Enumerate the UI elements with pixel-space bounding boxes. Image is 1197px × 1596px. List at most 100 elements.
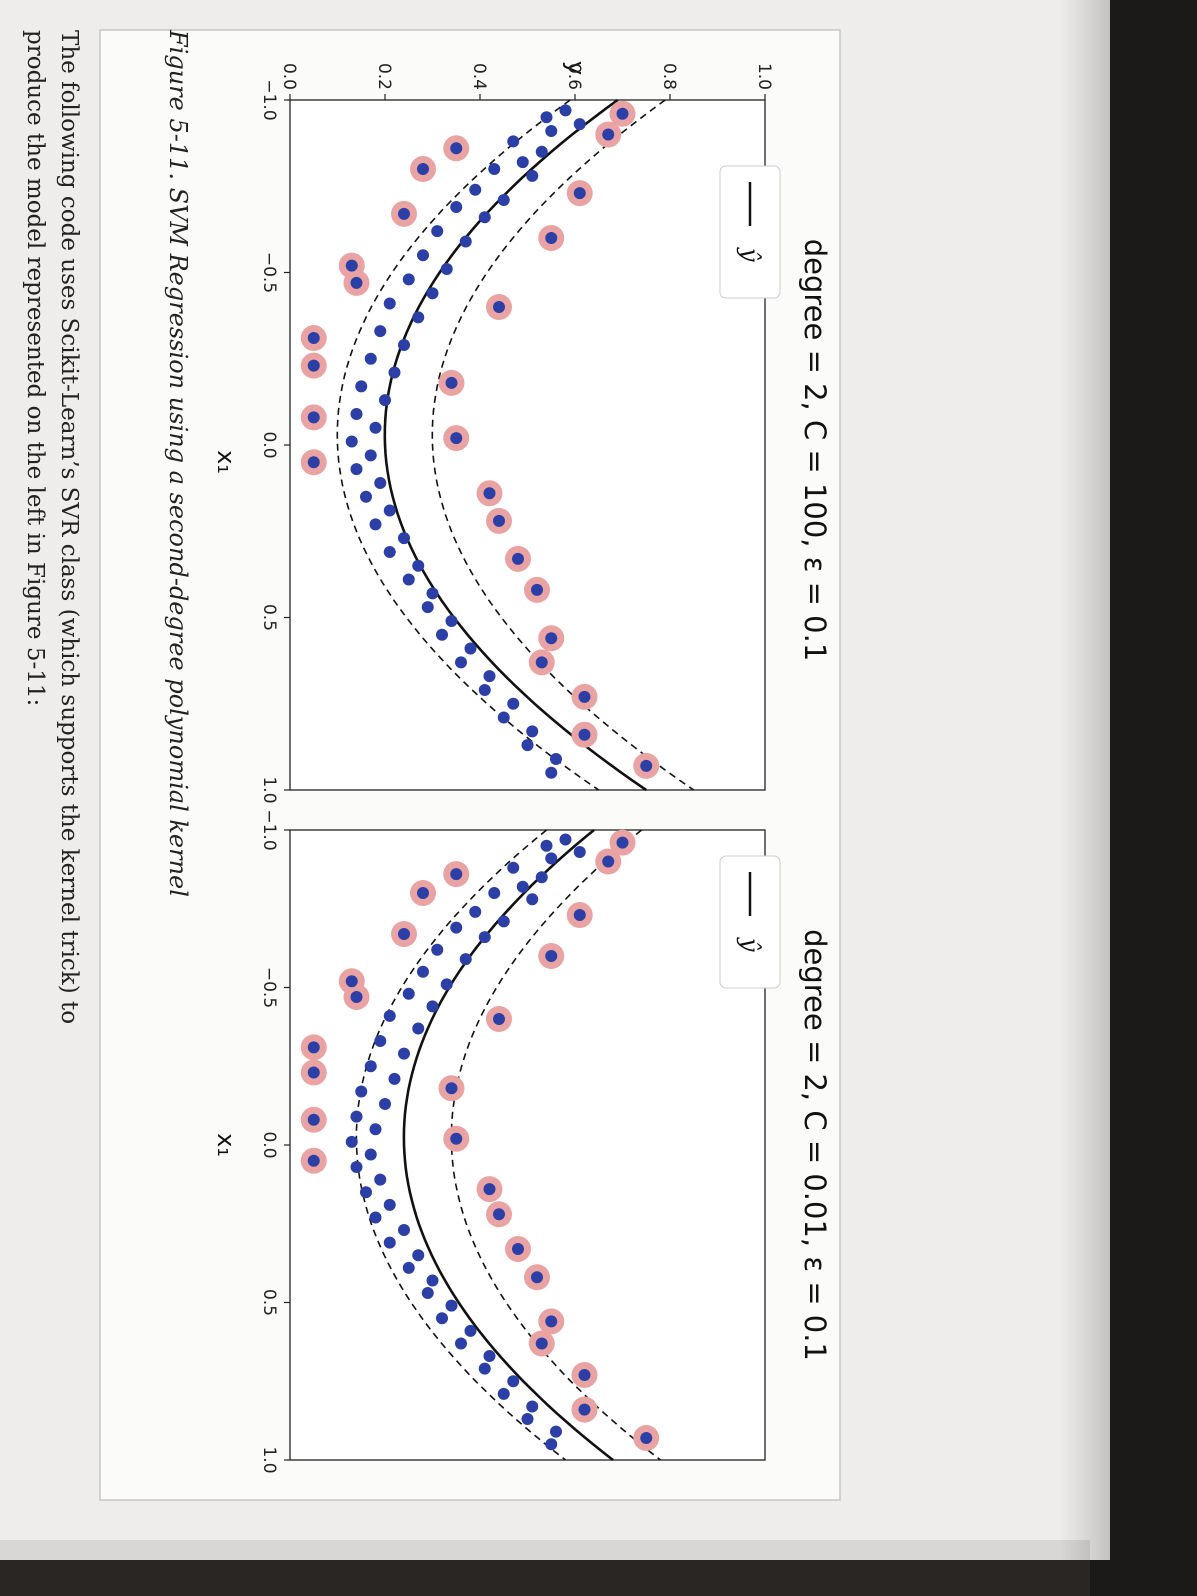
- left-data-point: [478, 683, 491, 696]
- right-data-point: [436, 1312, 448, 1325]
- right-xtick-label: 1.0: [259, 1446, 279, 1473]
- right-data-point: [535, 1337, 548, 1350]
- right-data-point: [412, 1249, 425, 1262]
- left-data-point: [369, 518, 382, 531]
- left-xtick-label: −1.0: [259, 79, 279, 120]
- right-data-point: [350, 990, 363, 1003]
- left-data-point: [383, 545, 396, 558]
- left-data-point: [507, 135, 520, 148]
- right-data-point: [383, 1198, 396, 1211]
- right-data-point: [383, 1236, 396, 1249]
- left-subplot-xlabel: x₁: [212, 450, 240, 474]
- left-data-point: [383, 297, 396, 310]
- right-data-point: [497, 915, 510, 928]
- left-data-point: [445, 614, 458, 627]
- left-data-point: [431, 225, 444, 238]
- left-data-point: [450, 142, 463, 155]
- left-data-point: [388, 366, 401, 379]
- left-data-point: [402, 273, 415, 286]
- book-page: degree = 2, C = 100, ε = 0.1 y x₁ ŷ −1.0…: [0, 0, 1110, 1560]
- right-data-point: [640, 1431, 653, 1444]
- left-lower-margin-line: [336, 99, 600, 791]
- right-data-point: [307, 1041, 320, 1054]
- right-data-point: [488, 887, 501, 899]
- left-data-point: [436, 628, 448, 641]
- left-xtick-label: 1.0: [259, 776, 279, 803]
- right-lower-margin-line: [355, 829, 566, 1461]
- right-subplot: degree = 2, C = 0.01, ε = 0.1 x₁ ŷ −1.0 −…: [212, 809, 832, 1473]
- right-data-point: [526, 1400, 539, 1413]
- right-data-point: [440, 978, 453, 991]
- right-data-point: [412, 1022, 425, 1035]
- left-data-point: [398, 207, 410, 220]
- left-data-point: [497, 194, 510, 207]
- left-data-point: [402, 573, 415, 586]
- left-data-point: [355, 380, 368, 393]
- right-data-point: [493, 1013, 505, 1025]
- right-data-point: [512, 1242, 524, 1255]
- right-data-point: [531, 1271, 543, 1284]
- left-data-point: [550, 752, 562, 765]
- right-data-point: [578, 1403, 591, 1416]
- left-data-point: [545, 232, 558, 244]
- left-xtick-label: 0.0: [259, 431, 279, 458]
- left-data-point: [459, 235, 472, 248]
- right-data-point: [445, 1299, 458, 1312]
- left-legend-label: ŷ: [736, 247, 764, 262]
- left-data-point: [478, 211, 491, 224]
- right-data-point: [417, 887, 429, 899]
- left-data-point: [379, 394, 391, 407]
- left-data-point: [364, 352, 377, 365]
- left-data-point: [507, 697, 520, 710]
- right-data-point: [450, 1132, 463, 1145]
- right-data-point: [469, 905, 482, 918]
- left-data-point: [464, 642, 477, 655]
- left-data-point: [412, 311, 425, 324]
- left-data-point: [455, 656, 467, 669]
- left-data-point: [616, 107, 629, 120]
- left-data-point: [383, 504, 396, 517]
- right-data-point: [417, 965, 429, 978]
- right-data-point: [402, 1261, 415, 1274]
- right-data-point: [383, 1009, 396, 1022]
- left-data-point: [364, 449, 377, 462]
- right-data-point: [426, 1274, 439, 1287]
- left-data-point: [345, 435, 358, 448]
- left-data-point: [412, 559, 425, 572]
- right-data-point: [497, 1387, 510, 1400]
- left-data-point: [483, 487, 496, 500]
- right-data-point: [445, 1082, 458, 1095]
- right-plot-area: [289, 829, 766, 1461]
- right-data-point: [364, 1148, 377, 1161]
- right-data-point: [602, 855, 615, 868]
- right-subplot-xlabel: x₁: [212, 1133, 240, 1157]
- right-data-point: [398, 1224, 410, 1237]
- right-data-point: [573, 909, 586, 922]
- right-data-point: [493, 1208, 505, 1221]
- left-data-point: [426, 587, 439, 600]
- right-data-point: [350, 1110, 363, 1123]
- right-data-point: [459, 953, 472, 966]
- left-ytick-label: 0.6: [564, 63, 584, 90]
- left-data-point: [417, 249, 429, 262]
- left-data-point: [545, 766, 558, 779]
- left-data-point: [350, 407, 363, 420]
- right-data-point: [478, 1362, 491, 1375]
- right-data-point: [526, 893, 539, 906]
- right-data-point: [478, 931, 491, 944]
- left-xtick-label: −0.5: [259, 252, 279, 293]
- right-data-point: [426, 1000, 439, 1013]
- left-ytick-label: 1.0: [754, 63, 774, 90]
- right-data-point: [350, 1161, 363, 1174]
- left-data-point: [345, 259, 358, 272]
- left-data-point: [307, 456, 320, 469]
- right-data-point: [360, 1186, 372, 1199]
- right-legend-label: ŷ: [736, 937, 764, 952]
- left-xtick-label: 0.5: [259, 604, 279, 631]
- right-data-point: [545, 1315, 558, 1328]
- right-data-point: [455, 1337, 467, 1350]
- figure-caption: Figure 5-11. SVM Regression using a seco…: [164, 29, 192, 897]
- right-data-point: [307, 1113, 320, 1126]
- left-data-point: [535, 145, 548, 158]
- body-text-line-1: The following code uses Scikit-Learn’s S…: [56, 30, 82, 1024]
